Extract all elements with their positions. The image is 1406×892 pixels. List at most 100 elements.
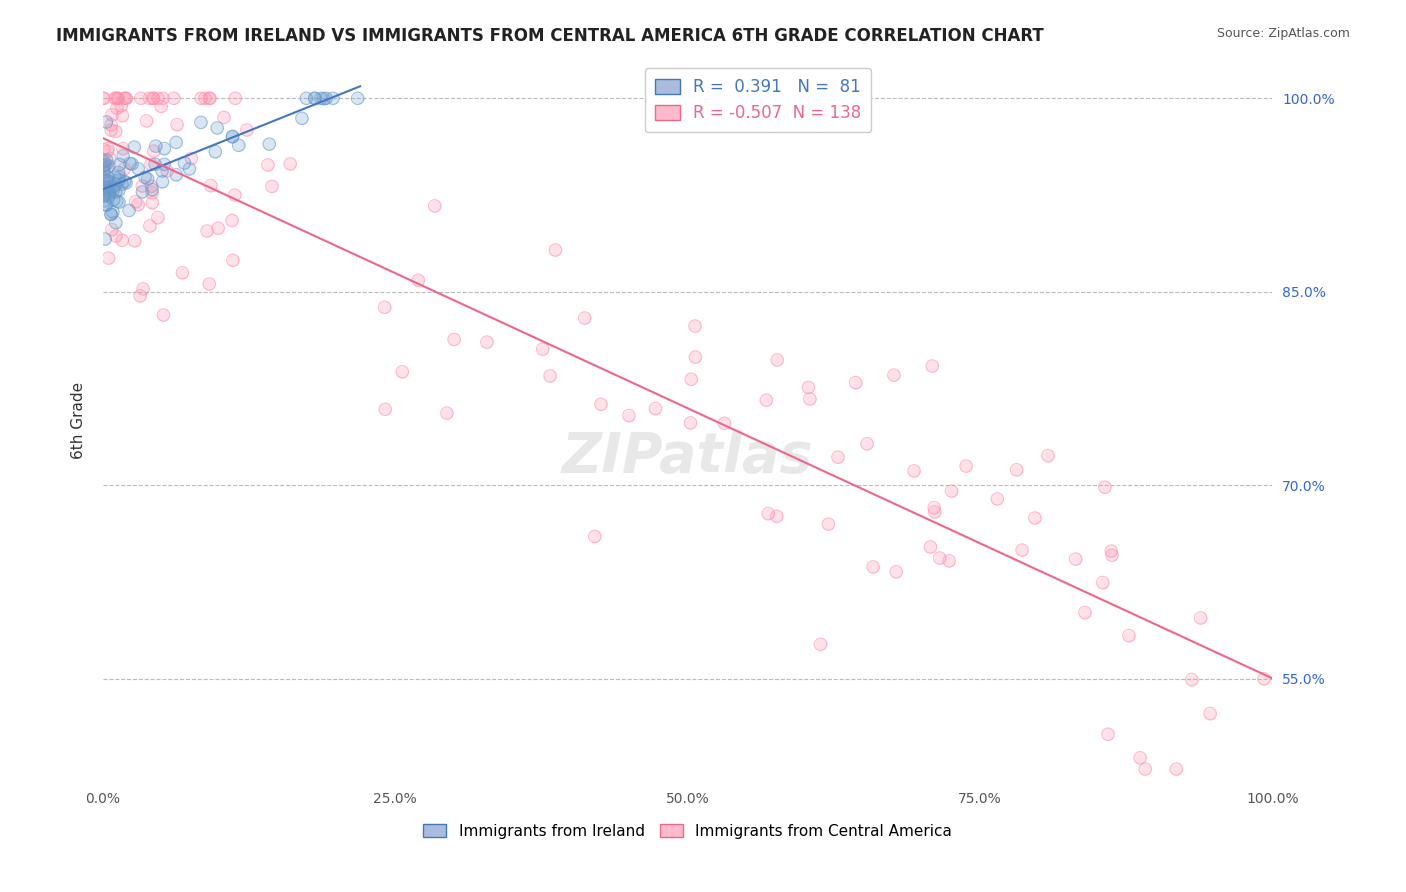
Point bbox=[955, 458, 977, 473]
Point bbox=[93, 154, 115, 169]
Point bbox=[538, 368, 561, 383]
Point bbox=[257, 158, 280, 172]
Point bbox=[765, 509, 787, 524]
Point bbox=[166, 118, 188, 132]
Y-axis label: 6th Grade: 6th Grade bbox=[72, 382, 86, 459]
Point bbox=[101, 183, 124, 197]
Point bbox=[96, 198, 118, 212]
Point bbox=[198, 91, 221, 105]
Point bbox=[93, 162, 115, 177]
Point bbox=[96, 184, 118, 198]
Point bbox=[1074, 606, 1097, 620]
Point bbox=[98, 186, 121, 201]
Point bbox=[153, 142, 176, 156]
Point bbox=[228, 138, 250, 153]
Point bbox=[93, 159, 115, 173]
Point bbox=[93, 188, 115, 202]
Point bbox=[107, 91, 129, 105]
Point bbox=[93, 91, 115, 105]
Point bbox=[93, 158, 115, 172]
Point bbox=[93, 189, 115, 203]
Point bbox=[93, 143, 115, 157]
Point bbox=[115, 176, 138, 190]
Point bbox=[204, 145, 226, 159]
Point bbox=[921, 359, 943, 373]
Point bbox=[96, 115, 118, 129]
Point bbox=[98, 184, 121, 198]
Point bbox=[104, 170, 127, 185]
Point bbox=[105, 194, 128, 209]
Point bbox=[94, 157, 117, 171]
Point bbox=[1253, 672, 1275, 686]
Point bbox=[683, 319, 706, 334]
Point bbox=[681, 372, 703, 386]
Point bbox=[1024, 511, 1046, 525]
Point bbox=[1189, 611, 1212, 625]
Point bbox=[190, 91, 212, 105]
Point bbox=[1094, 480, 1116, 494]
Point bbox=[544, 243, 567, 257]
Point bbox=[96, 144, 118, 158]
Point bbox=[142, 144, 165, 158]
Point bbox=[221, 129, 243, 144]
Point bbox=[845, 376, 868, 390]
Point bbox=[817, 517, 839, 532]
Point bbox=[104, 215, 127, 229]
Point bbox=[928, 551, 950, 566]
Point bbox=[756, 507, 779, 521]
Point bbox=[1036, 449, 1059, 463]
Point bbox=[97, 159, 120, 173]
Point bbox=[111, 233, 134, 247]
Point bbox=[141, 179, 163, 194]
Point bbox=[589, 397, 612, 411]
Point bbox=[104, 91, 127, 105]
Point bbox=[756, 507, 779, 521]
Point bbox=[827, 450, 849, 465]
Point bbox=[1181, 673, 1204, 687]
Point bbox=[408, 273, 430, 287]
Point bbox=[124, 234, 146, 248]
Point bbox=[104, 91, 127, 105]
Point bbox=[96, 174, 118, 188]
Point bbox=[96, 174, 118, 188]
Point bbox=[98, 152, 121, 166]
Point bbox=[104, 91, 127, 105]
Point bbox=[139, 219, 162, 233]
Point bbox=[221, 129, 243, 144]
Point bbox=[104, 185, 127, 199]
Point bbox=[179, 161, 201, 176]
Legend: R =  0.391   N =  81, R = -0.507  N = 138: R = 0.391 N = 81, R = -0.507 N = 138 bbox=[644, 68, 872, 132]
Point bbox=[152, 91, 174, 105]
Point bbox=[920, 540, 942, 554]
Point bbox=[104, 185, 127, 199]
Point bbox=[322, 91, 344, 105]
Point bbox=[142, 144, 165, 158]
Point bbox=[112, 149, 135, 163]
Point bbox=[96, 161, 118, 176]
Point bbox=[93, 189, 115, 203]
Point bbox=[845, 376, 868, 390]
Point bbox=[1011, 543, 1033, 558]
Point bbox=[589, 397, 612, 411]
Point bbox=[118, 203, 141, 218]
Point bbox=[391, 365, 413, 379]
Point bbox=[212, 111, 235, 125]
Point bbox=[221, 129, 243, 144]
Point bbox=[108, 169, 131, 184]
Point bbox=[475, 335, 498, 350]
Point bbox=[928, 551, 950, 566]
Point bbox=[127, 161, 149, 176]
Point bbox=[574, 311, 596, 326]
Point bbox=[105, 101, 128, 115]
Point bbox=[97, 142, 120, 156]
Point bbox=[222, 253, 245, 268]
Point bbox=[104, 178, 127, 192]
Point bbox=[152, 175, 174, 189]
Point bbox=[96, 180, 118, 194]
Point bbox=[938, 554, 960, 568]
Point bbox=[180, 152, 202, 166]
Point bbox=[304, 91, 326, 105]
Point bbox=[93, 165, 115, 179]
Point bbox=[101, 180, 124, 194]
Point bbox=[194, 91, 217, 105]
